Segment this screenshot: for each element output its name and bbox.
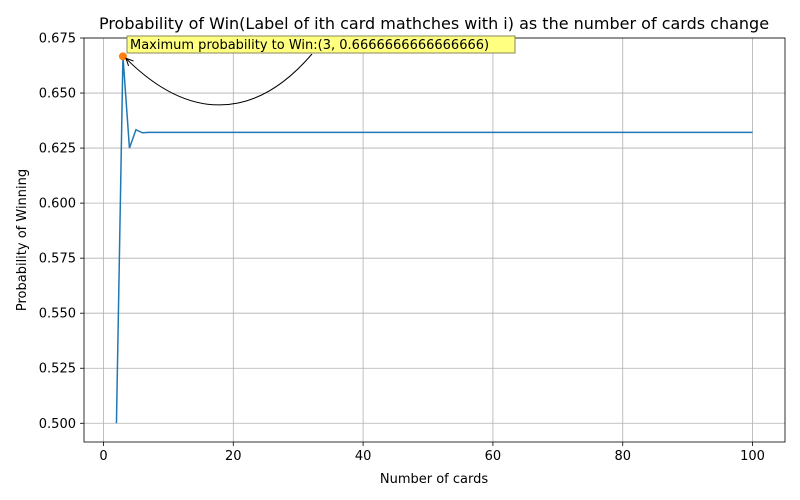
axes: 0 20 40 60 80 100 0.500 0.525 0.550 0.575 0.600 0.6… bbox=[39, 32, 786, 464]
series-line-group bbox=[115, 52, 753, 424]
max-point bbox=[118, 52, 127, 61]
x-tick-label: 40 bbox=[355, 449, 372, 464]
annotation-arrowhead bbox=[125, 57, 134, 67]
y-tick-label: 0.625 bbox=[39, 142, 76, 157]
annotation-arrow bbox=[125, 53, 313, 106]
x-tick-label: 60 bbox=[485, 449, 502, 464]
annotation-group: Maximum probability to Win:(3, 0.6666666… bbox=[125, 35, 516, 106]
x-tick-label: 0 bbox=[99, 449, 107, 464]
plot-frame bbox=[83, 37, 786, 443]
y-tick-label: 0.600 bbox=[39, 197, 76, 212]
y-tick-label: 0.550 bbox=[39, 307, 76, 322]
y-tick-label: 0.650 bbox=[39, 87, 76, 102]
x-tick-label: 80 bbox=[614, 449, 631, 464]
chart-title: Probability of Win(Label of ith card mat… bbox=[99, 14, 769, 33]
annotation-text: Maximum probability to Win:(3, 0.6666666… bbox=[130, 38, 489, 53]
grid bbox=[84, 37, 785, 442]
y-tick-label: 0.500 bbox=[39, 417, 76, 432]
x-tick-label: 20 bbox=[225, 449, 242, 464]
x-axis-label: Number of cards bbox=[380, 472, 488, 487]
y-tick-label: 0.575 bbox=[39, 252, 76, 267]
y-tick-label: 0.675 bbox=[39, 32, 76, 47]
y-tick-label: 0.525 bbox=[39, 362, 76, 377]
x-tick-label: 100 bbox=[740, 449, 765, 464]
series-line bbox=[115, 56, 753, 424]
annotation-box bbox=[126, 35, 516, 54]
y-axis-label: Probability of Winning bbox=[15, 169, 30, 311]
